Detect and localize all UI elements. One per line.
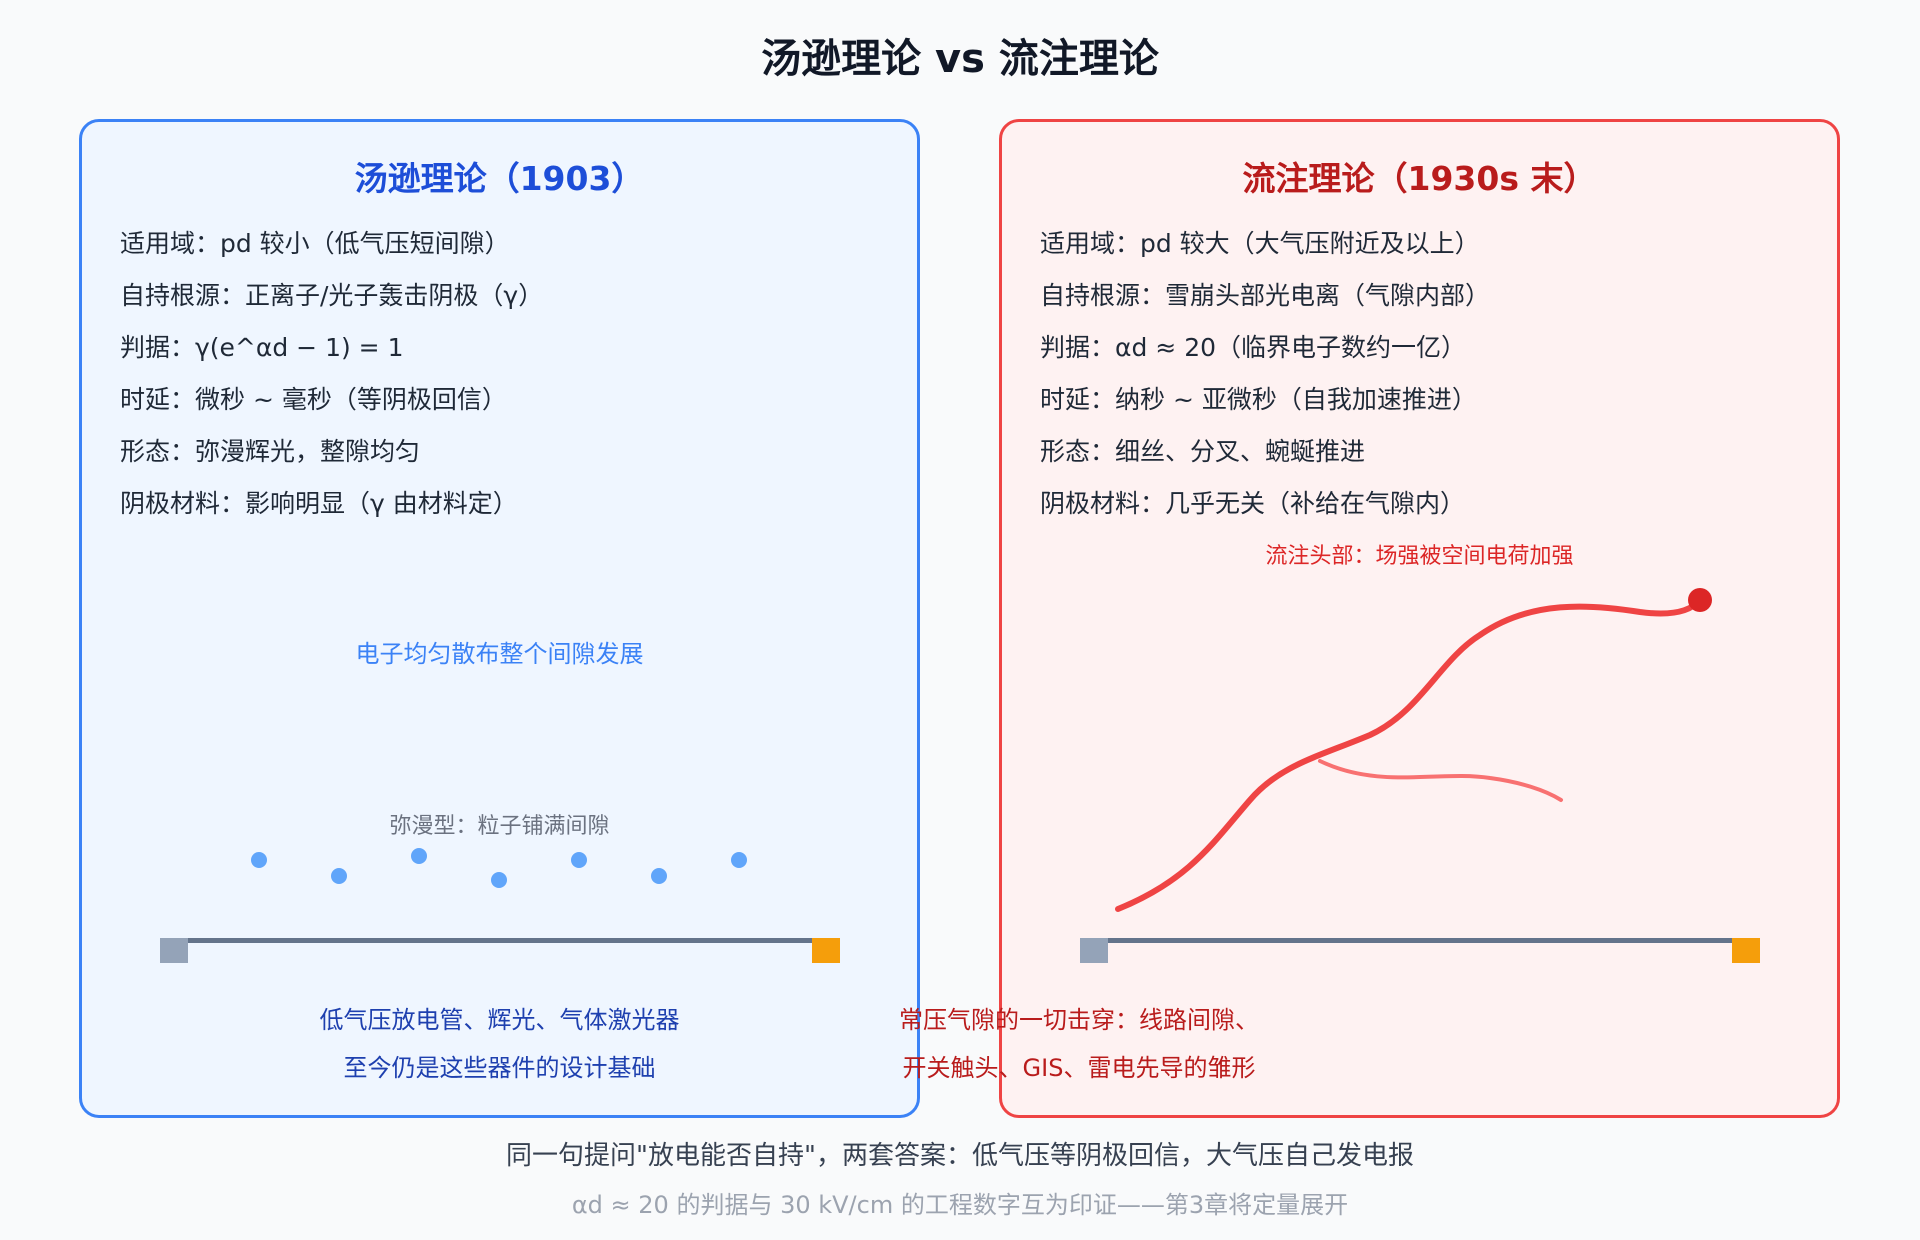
electron-dot (731, 852, 747, 868)
electron-dot (331, 868, 347, 884)
streamer-head (1688, 588, 1712, 612)
streamer-application-line: 开关触头、GIS、雷电先导的雏形 (902, 1054, 1256, 1082)
streamer-property: 自持根源：雪崩头部光电离（气隙内部） (1040, 281, 1491, 310)
streamer-branch (1318, 759, 1563, 802)
electron-dot (411, 848, 427, 864)
streamer-property: 判据：αd ≈ 20（临界电子数约一亿） (1040, 333, 1467, 362)
streamer-property: 时延：纳秒 ~ 亚微秒（自我加速推进） (1040, 385, 1477, 414)
townsend-title: 汤逊理论（1903） (354, 159, 645, 198)
townsend-property: 适用域：pd 较小（低气压短间隙） (120, 229, 510, 258)
streamer-properties: 适用域：pd 较大（大气压附近及以上） 自持根源：雪崩头部光电离（气隙内部） 判… (1040, 218, 1490, 530)
gap-line (160, 938, 826, 943)
page-title: 汤逊理论 vs 流注理论 (761, 36, 1159, 82)
footer-note: αd ≈ 20 的判据与 30 kV/cm 的工程数字互为印证——第3章将定量展… (571, 1191, 1349, 1219)
cathode-electrode (1080, 938, 1108, 963)
streamer-property: 阴极材料：几乎无关（补给在气隙内） (1040, 489, 1466, 518)
anode-electrode (812, 938, 840, 963)
townsend-property: 形态：弥漫辉光，整隙均匀 (120, 437, 421, 466)
townsend-diagram (160, 848, 840, 963)
townsend-diagram-note: 电子均匀散布整个间隙发展 (355, 640, 644, 668)
townsend-application-line: 低气压放电管、辉光、气体激光器 (319, 1006, 680, 1034)
streamer-property: 形态：细丝、分叉、蜿蜒推进 (1040, 437, 1366, 466)
streamer-channel (1115, 597, 1703, 912)
townsend-application-line: 至今仍是这些器件的设计基础 (343, 1054, 656, 1082)
townsend-properties: 适用域：pd 较小（低气压短间隙） 自持根源：正离子/光子轰击阴极（γ） 判据：… (120, 218, 543, 530)
streamer-diagram (1080, 588, 1760, 963)
cathode-electrode (160, 938, 188, 963)
townsend-diagram-label: 弥漫型：粒子铺满间隙 (389, 814, 610, 839)
anode-electrode (1732, 938, 1760, 963)
streamer-title: 流注理论（1930s 末） (1242, 159, 1597, 198)
townsend-property: 阴极材料：影响明显（γ 由材料定） (120, 489, 518, 518)
electron-dot (651, 868, 667, 884)
electron-dot (251, 852, 267, 868)
townsend-property: 自持根源：正离子/光子轰击阴极（γ） (120, 281, 544, 310)
footer-summary: 同一句提问"放电能否自持"，两套答案：低气压等阴极回信，大气压自己发电报 (506, 1141, 1414, 1171)
townsend-applications: 低气压放电管、辉光、气体激光器 至今仍是这些器件的设计基础 (79, 996, 920, 1092)
streamer-application-line: 常压气隙的一切击穿：线路间隙、 (899, 1006, 1259, 1034)
townsend-panel: 汤逊理论（1903） 适用域：pd 较小（低气压短间隙） 自持根源：正离子/光子… (79, 119, 920, 1118)
townsend-property: 时延：微秒 ~ 毫秒（等阴极回信） (120, 385, 507, 414)
streamer-property: 适用域：pd 较大（大气压附近及以上） (1040, 229, 1480, 258)
electron-dot (571, 852, 587, 868)
gap-line (1080, 938, 1756, 943)
electron-dot (491, 872, 507, 888)
townsend-property: 判据：γ(e^αd − 1) = 1 (120, 333, 404, 362)
streamer-applications: 常压气隙的一切击穿：线路间隙、 开关触头、GIS、雷电先导的雏形 (769, 996, 1389, 1092)
streamer-panel: 流注理论（1930s 末） 适用域：pd 较大（大气压附近及以上） 自持根源：雪… (999, 119, 1840, 1118)
streamer-diagram-label: 流注头部：场强被空间电荷加强 (1265, 544, 1574, 569)
